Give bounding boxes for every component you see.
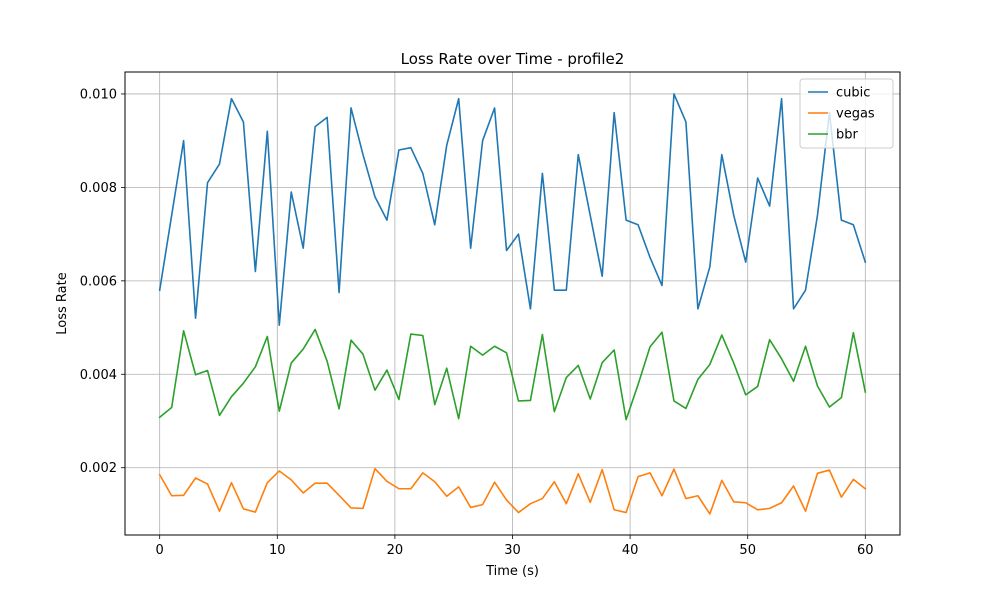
legend-label-vegas: vegas (836, 107, 875, 122)
x-tick-label: 50 (739, 543, 756, 558)
y-tick-label: 0.008 (80, 181, 117, 196)
series-line-vegas (158, 467, 867, 515)
x-tick-label: 20 (387, 543, 404, 558)
legend-label-cubic: cubic (836, 86, 870, 101)
legend-label-bbr: bbr (836, 128, 859, 143)
y-tick-label: 0.004 (80, 368, 117, 383)
x-tick-label: 60 (857, 543, 874, 558)
series-line-cubic (158, 93, 867, 327)
y-axis-label: Loss Rate (55, 272, 70, 334)
series-layer (158, 93, 867, 515)
grid (125, 72, 900, 535)
ticks: 0 10 20 30 40 50 60 0.002 0.004 0.006 0.008 0.010 (80, 87, 874, 558)
x-axis-label: Time (s) (485, 564, 539, 579)
x-tick-label: 10 (269, 543, 286, 558)
legend: cubic vegas bbr (799, 78, 894, 149)
chart-title: Loss Rate over Time - profile2 (401, 50, 625, 68)
legend-box (799, 78, 894, 149)
x-tick-label: 0 (156, 543, 164, 558)
y-tick-label: 0.006 (80, 274, 117, 289)
series-line-bbr (158, 328, 867, 421)
y-tick-label: 0.002 (80, 461, 117, 476)
x-tick-label: 30 (504, 543, 521, 558)
x-tick-label: 40 (622, 543, 639, 558)
y-tick-label: 0.010 (80, 87, 117, 102)
